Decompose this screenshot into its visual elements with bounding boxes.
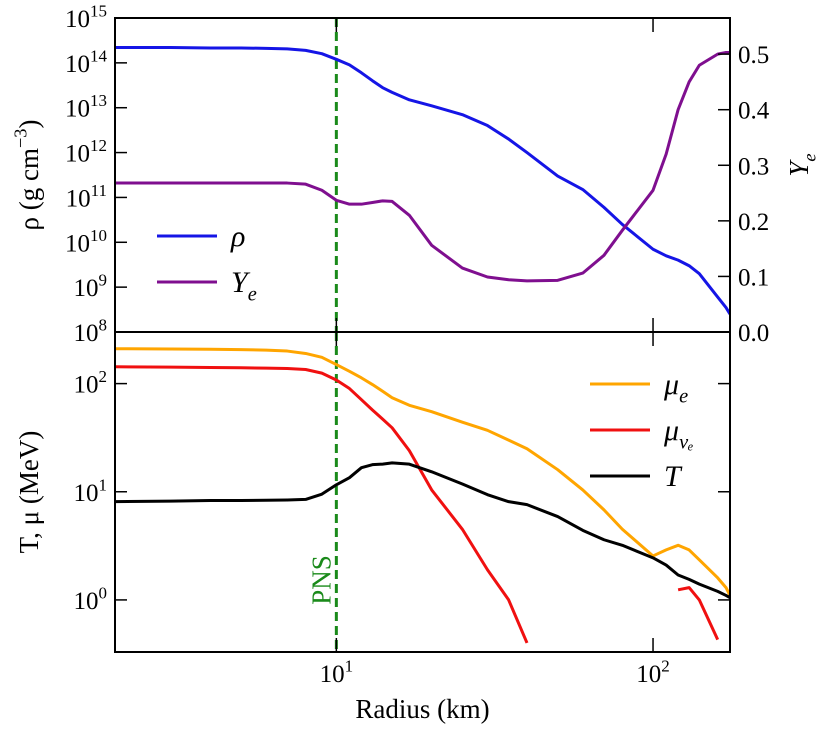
y-tick-label: 1014 bbox=[65, 46, 108, 78]
y2-tick-label: 0.1 bbox=[738, 264, 769, 291]
y-tick-label: 1011 bbox=[66, 181, 107, 213]
legend-label: μνₑ bbox=[663, 414, 693, 453]
legend-label: ρ bbox=[230, 220, 245, 253]
y2-tick-label: 0.4 bbox=[738, 98, 770, 125]
y-tick-label: 100 bbox=[74, 583, 108, 615]
y2-tick-label: 0.5 bbox=[738, 42, 769, 69]
y2-tick-label: 0.0 bbox=[738, 320, 769, 347]
y2-axis-label: Ye bbox=[784, 153, 820, 176]
annotation: PNS bbox=[306, 555, 336, 605]
y-tick-label: 1013 bbox=[65, 91, 107, 123]
x-tick-label: 101 bbox=[320, 657, 354, 689]
series-line bbox=[115, 461, 730, 599]
y-tick-label: 108 bbox=[74, 316, 108, 348]
plot-area bbox=[115, 332, 730, 652]
legend-label: T bbox=[664, 460, 683, 493]
y-tick-label: 102 bbox=[74, 367, 108, 399]
x-tick-label: 102 bbox=[636, 657, 670, 689]
series-line bbox=[115, 365, 720, 644]
y-tick-label: 109 bbox=[74, 271, 108, 303]
y-tick-label: 1015 bbox=[65, 2, 107, 34]
y-axis-label: T, μ (MeV) bbox=[14, 431, 44, 554]
y-tick-label: 1012 bbox=[65, 136, 107, 168]
series-line bbox=[115, 46, 730, 315]
y-axis-label: ρ (g cm−3) bbox=[11, 120, 44, 231]
legend-label: Ye bbox=[231, 266, 257, 305]
y-tick-label: 101 bbox=[74, 475, 108, 507]
axes-frame bbox=[114, 17, 731, 333]
series-line bbox=[115, 347, 730, 597]
series-line bbox=[115, 50, 730, 283]
plot-area bbox=[115, 18, 730, 332]
y2-tick-label: 0.2 bbox=[738, 209, 769, 236]
y2-tick-label: 0.3 bbox=[738, 153, 769, 180]
y-tick-label: 1010 bbox=[65, 226, 107, 257]
x-axis-label: Radius (km) bbox=[355, 694, 489, 724]
axes-frame bbox=[114, 331, 731, 653]
legend-label: μe bbox=[663, 368, 688, 407]
